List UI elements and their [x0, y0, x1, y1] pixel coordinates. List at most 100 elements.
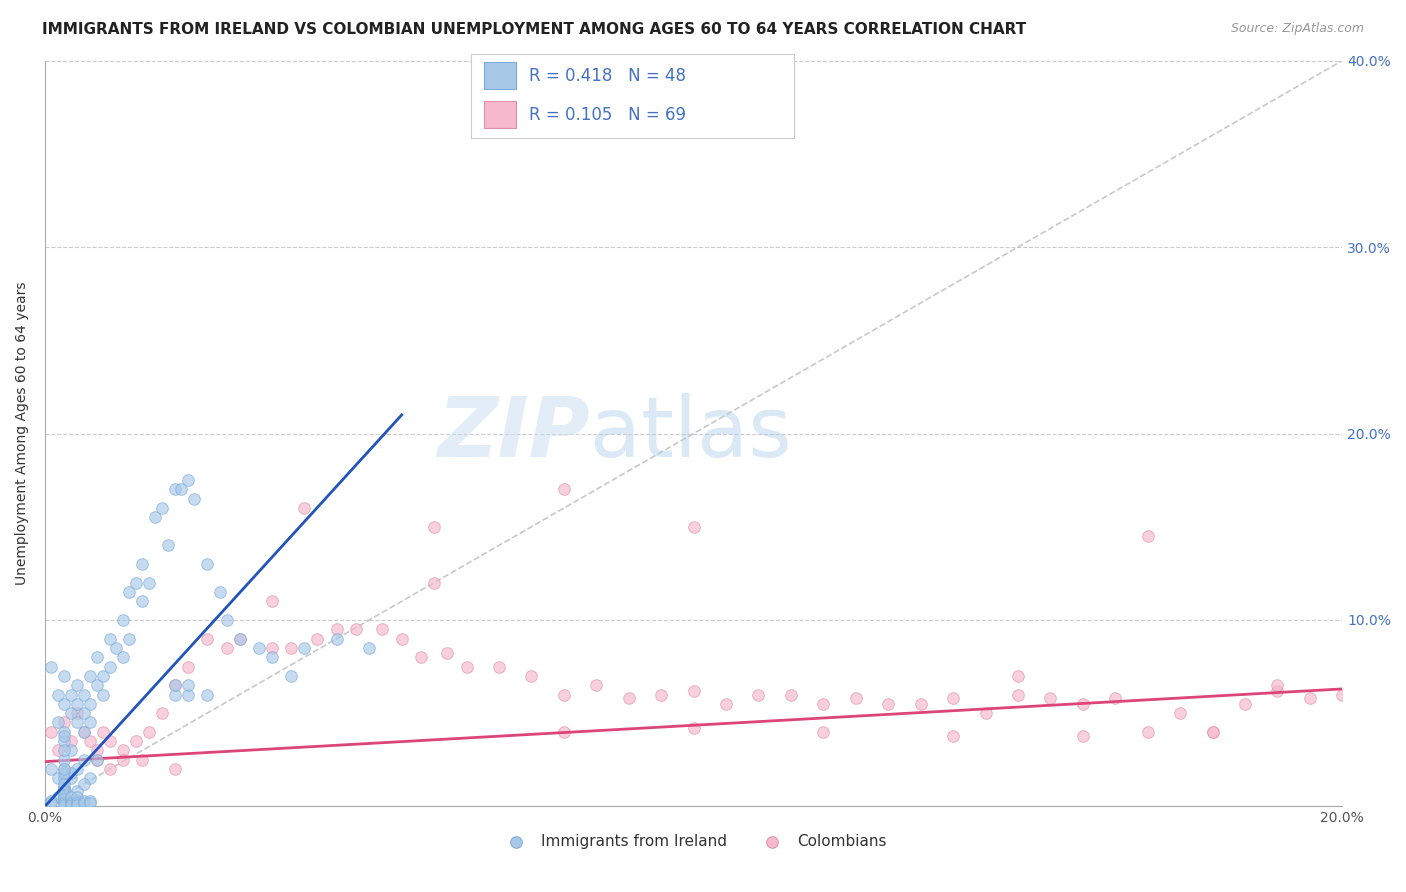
Point — [118, 585, 141, 599]
Point — [714, 697, 737, 711]
Point — [150, 706, 173, 720]
Point — [215, 613, 238, 627]
Point — [157, 538, 180, 552]
Point — [46, 772, 69, 786]
Point — [46, 790, 69, 805]
Point — [93, 669, 115, 683]
Point — [73, 796, 96, 810]
Point — [59, 772, 82, 786]
Point — [66, 790, 89, 805]
Point — [1007, 688, 1029, 702]
Point — [93, 688, 115, 702]
Point — [344, 622, 367, 636]
Point — [1136, 724, 1159, 739]
Point — [280, 669, 302, 683]
Point — [53, 784, 76, 798]
Point — [66, 678, 89, 692]
Point — [553, 724, 575, 739]
Point — [59, 794, 82, 808]
Point — [111, 753, 134, 767]
Point — [456, 659, 478, 673]
Point — [59, 688, 82, 702]
Point — [617, 691, 640, 706]
Point — [86, 753, 108, 767]
Point — [41, 724, 63, 739]
Point — [747, 688, 769, 702]
Point — [650, 688, 672, 702]
Point — [125, 734, 148, 748]
Point — [79, 794, 101, 808]
Point — [436, 647, 458, 661]
Point — [195, 688, 218, 702]
Point — [1299, 691, 1322, 706]
Point — [46, 743, 69, 757]
Point — [73, 688, 96, 702]
Point — [98, 632, 121, 646]
Point — [228, 632, 250, 646]
Point — [845, 691, 868, 706]
Point — [53, 724, 76, 739]
Point — [1233, 697, 1256, 711]
Point — [105, 640, 128, 655]
Point — [423, 575, 446, 590]
Bar — [484, 101, 516, 128]
Point — [53, 790, 76, 805]
Point — [53, 780, 76, 795]
Point — [53, 734, 76, 748]
Point — [73, 724, 96, 739]
Point — [280, 640, 302, 655]
Point — [488, 659, 510, 673]
Point — [53, 669, 76, 683]
Point — [138, 724, 160, 739]
Point — [150, 501, 173, 516]
Point — [326, 632, 349, 646]
Point — [553, 483, 575, 497]
Point — [228, 632, 250, 646]
Point — [86, 743, 108, 757]
Point — [682, 519, 704, 533]
Point — [111, 743, 134, 757]
Point — [195, 632, 218, 646]
Point — [138, 575, 160, 590]
Point — [66, 706, 89, 720]
Bar — [484, 62, 516, 89]
Point — [59, 797, 82, 812]
Point — [131, 753, 153, 767]
Point — [98, 659, 121, 673]
Point — [1201, 724, 1223, 739]
Point — [93, 724, 115, 739]
Point — [86, 650, 108, 665]
Point — [86, 753, 108, 767]
Point — [66, 797, 89, 812]
Point — [66, 697, 89, 711]
Legend: Immigrants from Ireland, Colombians: Immigrants from Ireland, Colombians — [495, 828, 893, 855]
Point — [326, 622, 349, 636]
Point — [877, 697, 900, 711]
Point — [183, 491, 205, 506]
Point — [53, 794, 76, 808]
Point — [111, 613, 134, 627]
Point — [1168, 706, 1191, 720]
Point — [53, 797, 76, 812]
Point — [41, 659, 63, 673]
Text: Source: ZipAtlas.com: Source: ZipAtlas.com — [1230, 22, 1364, 36]
Point — [53, 753, 76, 767]
Point — [260, 650, 283, 665]
Point — [209, 585, 232, 599]
Point — [59, 734, 82, 748]
Point — [170, 483, 193, 497]
Point — [411, 650, 433, 665]
Point — [780, 688, 803, 702]
Point — [585, 678, 607, 692]
Point — [1136, 529, 1159, 543]
Point — [1104, 691, 1126, 706]
Point — [176, 688, 198, 702]
Point — [910, 697, 932, 711]
Point — [79, 734, 101, 748]
Point — [66, 784, 89, 798]
Point — [423, 519, 446, 533]
Point — [163, 688, 186, 702]
Point — [371, 622, 394, 636]
Point — [813, 697, 835, 711]
Point — [163, 678, 186, 692]
